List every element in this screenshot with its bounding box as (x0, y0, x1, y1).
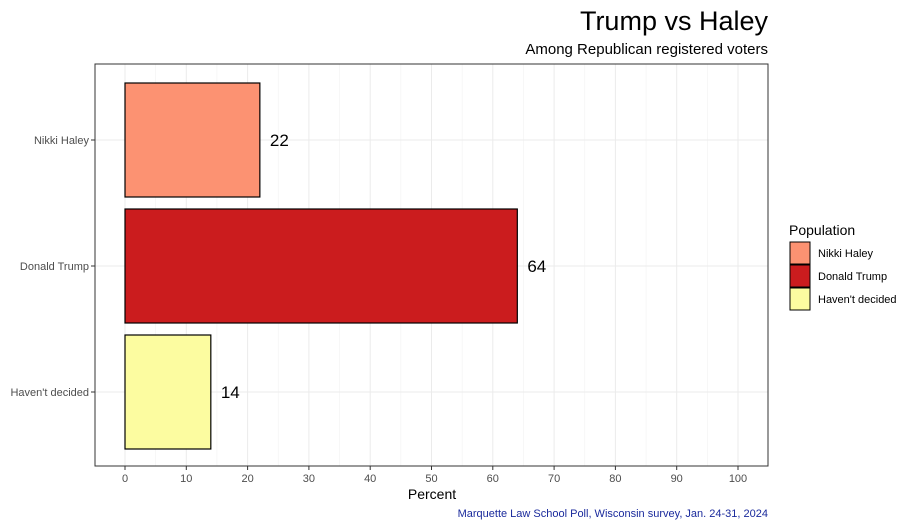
y-tick-label: Nikki Haley (34, 135, 90, 147)
y-tick-label: Donald Trump (20, 261, 89, 273)
plot-panel: 22 Nikki Haley 64 Donald Trump 14 Haven't dec… (10, 63, 769, 485)
legend-key (789, 241, 811, 265)
x-tick-label: 60 (487, 473, 499, 485)
x-tick-label: 10 (180, 473, 192, 485)
legend-label: Haven't decided (818, 294, 897, 306)
panel-border (94, 63, 769, 467)
x-tick-label: 100 (729, 473, 747, 485)
x-tick-label: 50 (425, 473, 437, 485)
x-tick-label: 80 (609, 473, 621, 485)
bar-nikki-haley (124, 82, 261, 198)
legend: Population Nikki Haley Donald Trump Haven'… (789, 222, 897, 311)
legend-title: Population (789, 222, 855, 238)
x-tick-label: 40 (364, 473, 376, 485)
caption: Marquette Law School Poll, Wisconsin sur… (458, 508, 768, 520)
data-label: 14 (221, 383, 240, 402)
bar-donald-trump (124, 208, 518, 324)
legend-key (789, 264, 811, 288)
legend-label: Nikki Haley (818, 248, 874, 260)
legend-label: Donald Trump (818, 271, 887, 283)
data-label: 64 (527, 257, 546, 276)
chart-title: Trump vs Haley (580, 6, 769, 36)
chart-subtitle: Among Republican registered voters (525, 41, 768, 58)
y-tick-label: Haven't decided (10, 387, 89, 399)
x-tick-label: 90 (671, 473, 683, 485)
data-label: 22 (270, 131, 289, 150)
x-axis-label: Percent (408, 486, 456, 502)
x-tick-label: 0 (122, 473, 128, 485)
legend-key (789, 287, 811, 311)
x-tick-label: 70 (548, 473, 560, 485)
x-tick-label: 20 (241, 473, 253, 485)
bar-haven-t-decided (124, 334, 212, 450)
x-tick-label: 30 (303, 473, 315, 485)
